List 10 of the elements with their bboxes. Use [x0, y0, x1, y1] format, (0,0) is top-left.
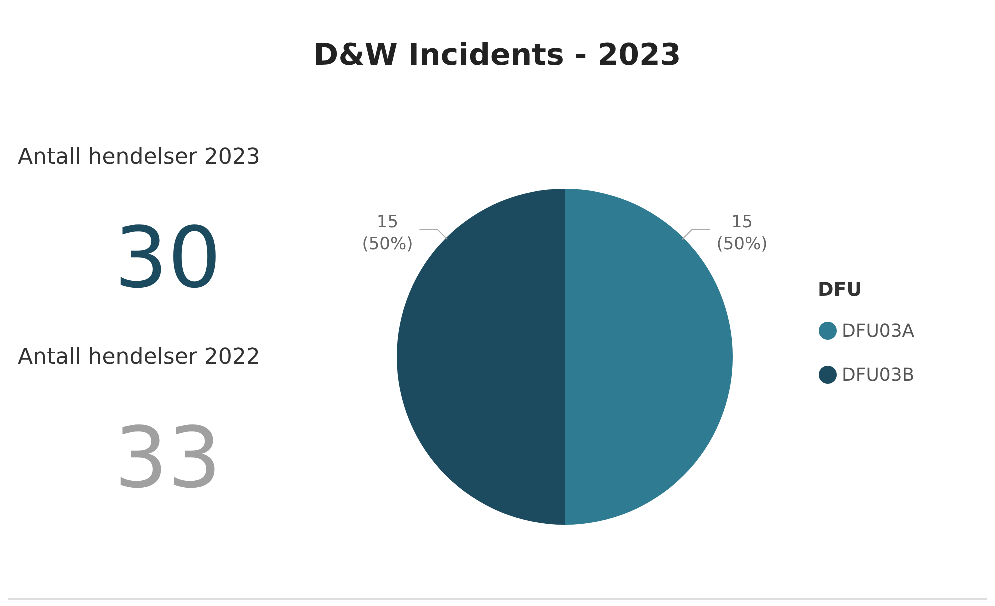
data-label: 15 (50%) — [362, 212, 414, 255]
text: Antall hendelser 2023 — [18, 144, 262, 172]
legend-title: DFU — [818, 279, 864, 301]
text: 30 — [114, 208, 222, 309]
chart-title: D&W Incidents - 2023 — [312, 38, 682, 73]
data-label: 15 (50%) — [716, 212, 768, 255]
text: 33 — [114, 408, 222, 509]
text: Antall hendelser 2022 — [18, 344, 262, 372]
legend-label: DFU03B — [841, 364, 916, 388]
legend-label: DFU03A — [841, 320, 916, 344]
